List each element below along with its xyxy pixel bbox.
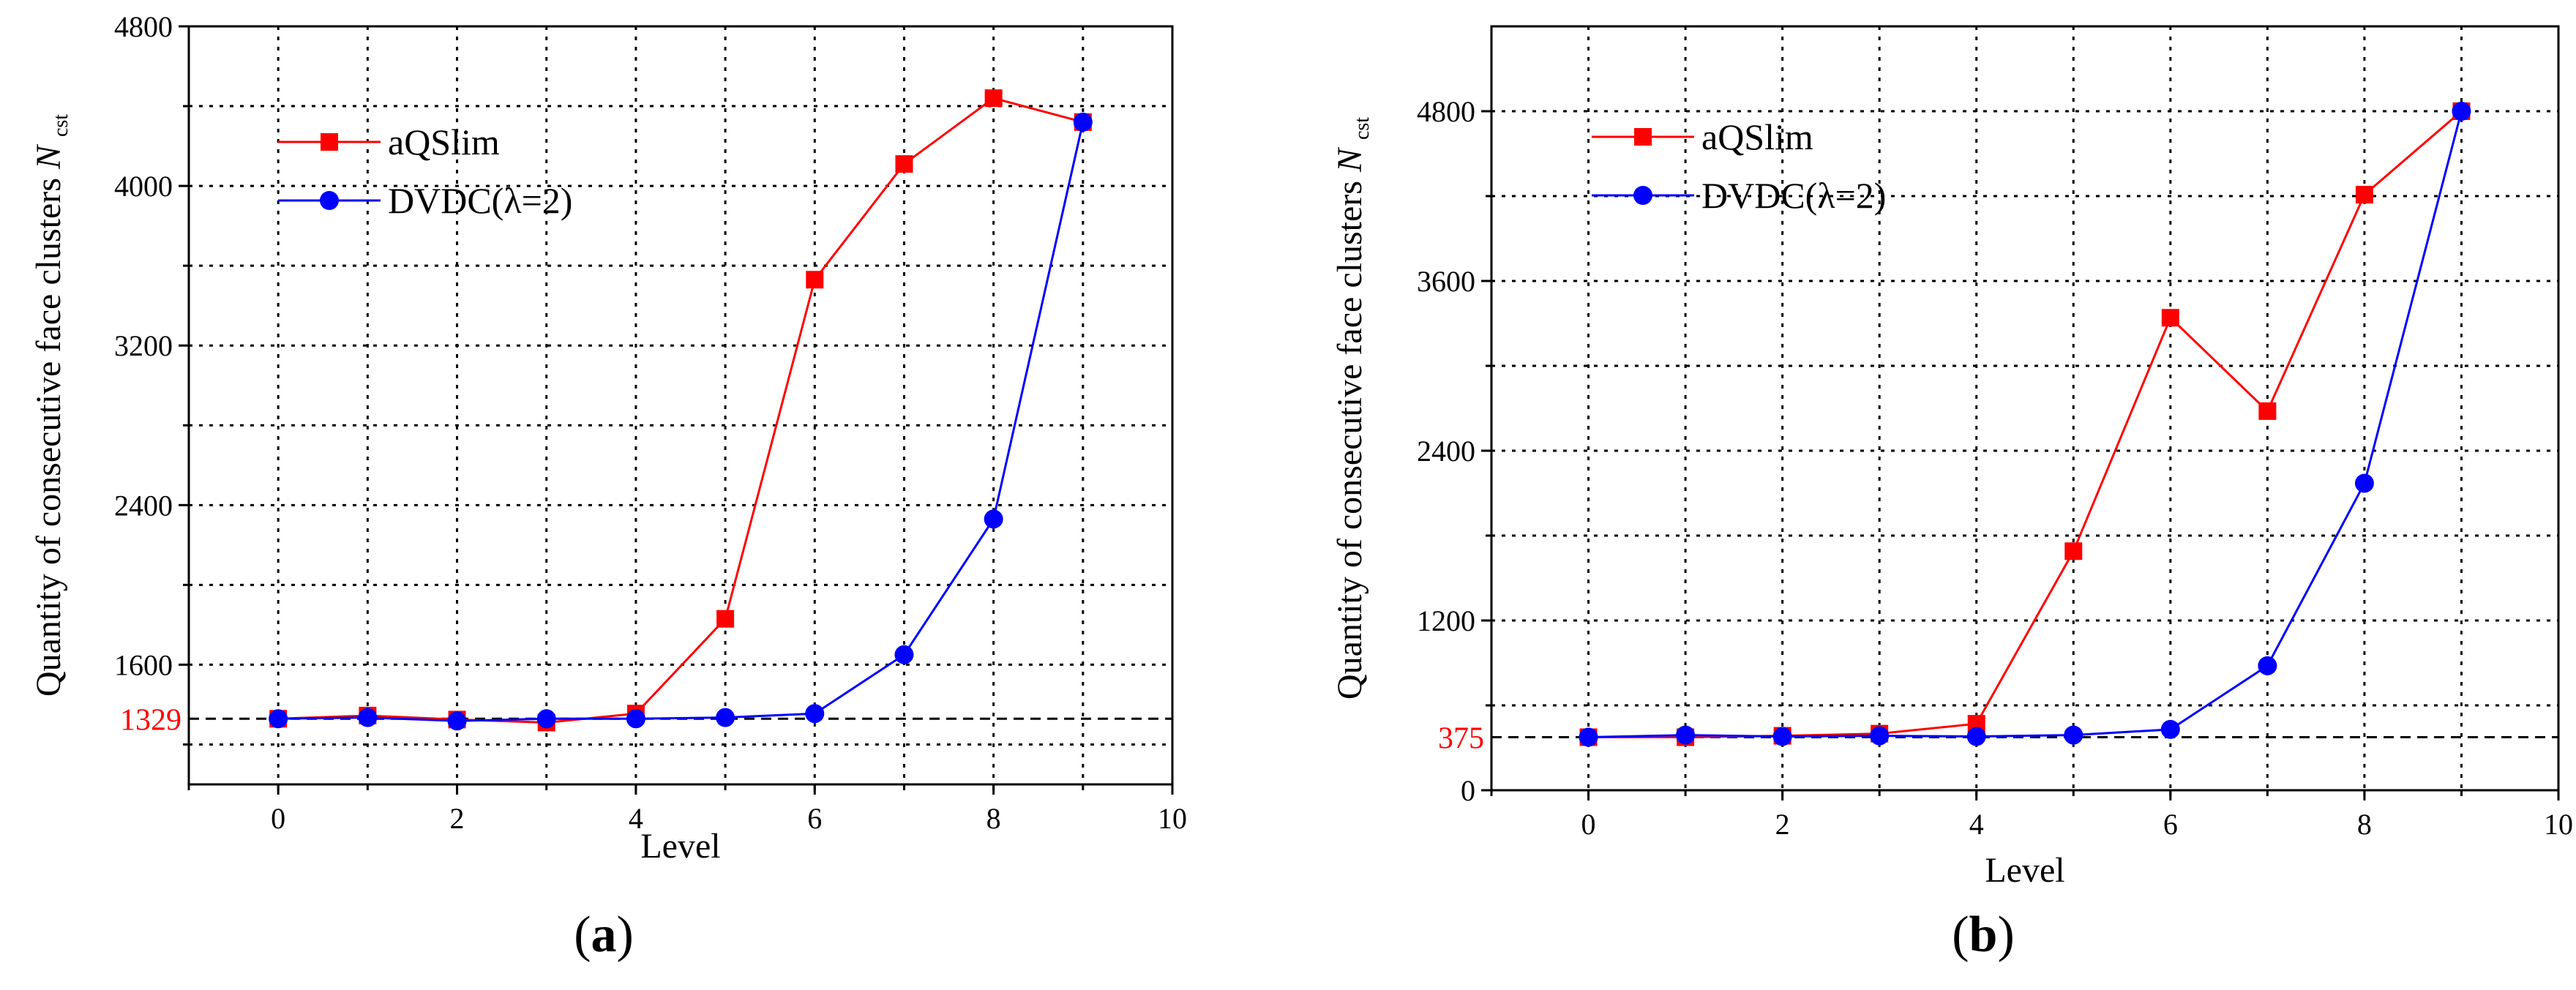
y-tick-label: 3600 bbox=[1417, 265, 1475, 298]
data-point-aqslim bbox=[806, 271, 824, 289]
data-point-dvdc bbox=[536, 709, 556, 729]
x-tick-label: 8 bbox=[986, 802, 1001, 835]
y-tick-label: 2400 bbox=[114, 489, 173, 522]
data-point-dvdc bbox=[1870, 726, 1890, 746]
plot-frame bbox=[187, 25, 1174, 786]
panel-label-a: (a) bbox=[574, 907, 634, 963]
legend-marker-circle bbox=[320, 191, 339, 210]
legend: aQSlim DVDC(λ=2) bbox=[1592, 116, 1886, 216]
x-tick-label: 4 bbox=[629, 802, 643, 835]
data-point-dvdc bbox=[447, 711, 467, 731]
data-point-aqslim bbox=[895, 155, 913, 173]
legend-entry-label: aQSlim bbox=[1701, 116, 1813, 157]
data-point-aqslim bbox=[2161, 309, 2179, 327]
chart-panel-a: 1329 0 2 4 6 8 10 1600 2400 3200 4000 4800 aQSlim D… bbox=[29, 10, 1187, 963]
data-point-aqslim bbox=[2258, 402, 2277, 420]
y-tick-label: 0 bbox=[1461, 774, 1475, 807]
data-point-dvdc bbox=[894, 645, 914, 664]
x-tick-label: 6 bbox=[807, 802, 822, 835]
data-point-dvdc bbox=[716, 708, 735, 727]
data-point-aqslim bbox=[2355, 186, 2373, 204]
legend-marker-square bbox=[1634, 128, 1652, 146]
data-point-dvdc bbox=[984, 509, 1003, 529]
data-point-dvdc bbox=[1772, 727, 1792, 746]
data-point-dvdc bbox=[1676, 725, 1696, 745]
reference-line-label: 375 bbox=[1438, 722, 1484, 756]
y-tick-label: 4800 bbox=[1417, 95, 1475, 128]
x-tick-label: 2 bbox=[450, 802, 465, 835]
data-point-dvdc bbox=[626, 709, 645, 729]
y-tick-label: 1200 bbox=[1417, 604, 1475, 637]
data-point-dvdc bbox=[1579, 727, 1598, 747]
data-point-dvdc bbox=[2354, 473, 2374, 493]
data-point-dvdc bbox=[269, 709, 288, 729]
data-point-aqslim bbox=[716, 610, 735, 628]
y-axis-label: Quantity of consecutive face clusters N … bbox=[1330, 117, 1374, 700]
data-point-dvdc bbox=[2452, 102, 2471, 121]
data-point-dvdc bbox=[1966, 727, 1986, 746]
data-point-dvdc bbox=[1073, 112, 1093, 132]
x-axis-label: Level bbox=[1985, 851, 2064, 890]
x-tick-label: 4 bbox=[1969, 808, 1984, 841]
y-tick-label: 2400 bbox=[1417, 435, 1475, 468]
plot-frame bbox=[1490, 25, 2560, 792]
data-point-dvdc bbox=[358, 708, 378, 727]
x-tick-label: 10 bbox=[2544, 808, 2573, 841]
x-tick-label: 10 bbox=[1158, 802, 1187, 835]
data-point-dvdc bbox=[2064, 725, 2083, 745]
x-tick-label: 2 bbox=[1775, 808, 1790, 841]
y-axis-label: Quantity of consecutive face clusters N … bbox=[29, 114, 72, 697]
x-tick-label: 0 bbox=[271, 802, 285, 835]
y-tick-label: 4800 bbox=[114, 10, 173, 43]
panel-label-b: (b) bbox=[1952, 907, 2015, 963]
legend-entry-label: DVDC(λ=2) bbox=[1701, 175, 1886, 216]
data-point-dvdc bbox=[805, 704, 825, 724]
data-point-aqslim bbox=[2064, 542, 2083, 560]
x-axis-label: Level bbox=[640, 827, 720, 866]
series-line-dvdc bbox=[278, 121, 1085, 722]
legend-entry-label: DVDC(λ=2) bbox=[388, 180, 572, 221]
legend: aQSlim DVDC(λ=2) bbox=[278, 121, 572, 221]
y-tick-label: 4000 bbox=[114, 170, 173, 203]
chart-panel-b: 375 0 2 4 6 8 10 0 1200 2400 3600 4800 aQSlim DVDC(… bbox=[1330, 25, 2573, 963]
legend-entry-label: aQSlim bbox=[388, 121, 500, 162]
reference-line-label: 1329 bbox=[120, 703, 181, 737]
y-tick-label: 1600 bbox=[114, 648, 173, 681]
x-tick-label: 0 bbox=[1581, 808, 1596, 841]
data-point-aqslim bbox=[984, 89, 1003, 108]
legend-marker-circle bbox=[1633, 186, 1652, 205]
series-line-aqslim bbox=[278, 97, 1084, 724]
x-tick-label: 6 bbox=[2163, 808, 2178, 841]
legend-marker-square bbox=[321, 133, 338, 151]
series-line-dvdc bbox=[1588, 110, 2463, 738]
data-point-dvdc bbox=[2258, 656, 2277, 675]
y-tick-label: 3200 bbox=[114, 329, 173, 362]
x-tick-label: 8 bbox=[2357, 808, 2372, 841]
data-point-dvdc bbox=[2160, 719, 2180, 739]
